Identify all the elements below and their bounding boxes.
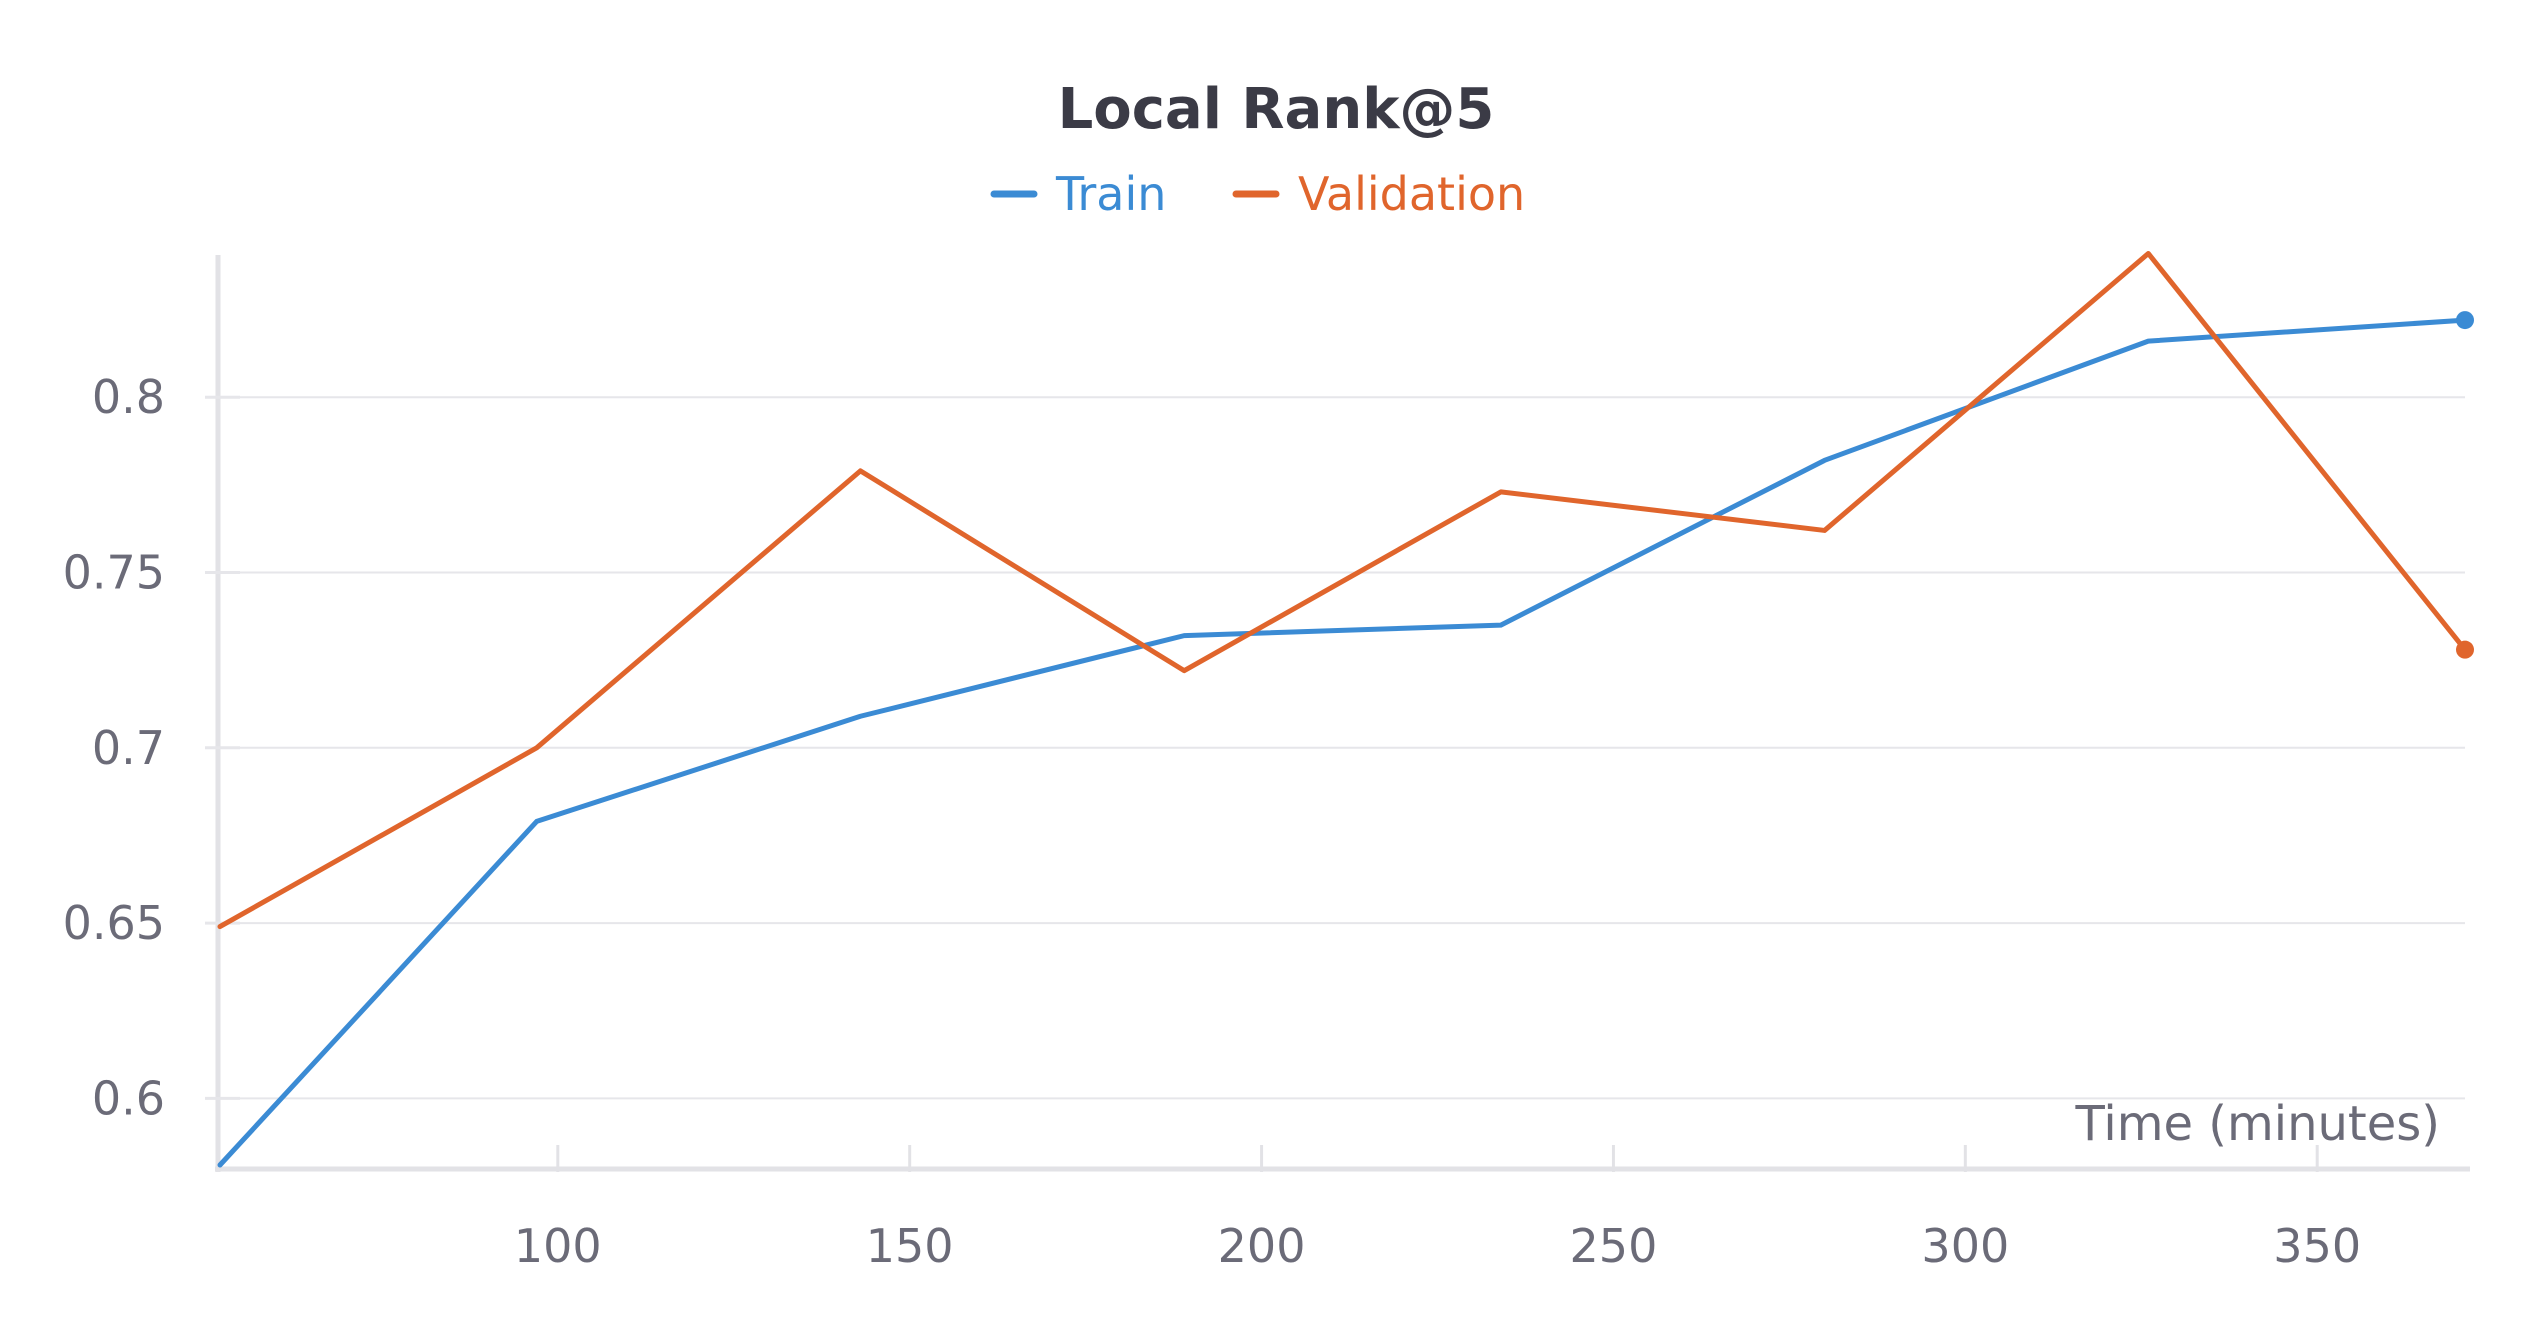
- series-end-point-validation: [2456, 640, 2474, 659]
- chart-title: Local Rank@5: [1058, 77, 1495, 142]
- x-axis-title: Time (minutes): [2075, 1096, 2440, 1152]
- series-line-validation: [217, 250, 2468, 930]
- series-line-train: [217, 317, 2468, 1168]
- x-tick-label: 150: [866, 1219, 954, 1273]
- legend-label-validation: Validation: [1298, 167, 1525, 221]
- legend: Train Validation: [990, 167, 1525, 221]
- x-tick-label: 350: [2273, 1219, 2361, 1273]
- series-end-point-train: [2456, 311, 2474, 330]
- x-tick-label: 250: [1570, 1219, 1658, 1273]
- y-tick-label: 0.7: [92, 721, 165, 775]
- y-tick-label: 0.65: [63, 896, 165, 950]
- y-axis-ticks: 0.6 0.65 0.7 0.75 0.8: [63, 370, 240, 1125]
- legend-label-train: Train: [1055, 167, 1166, 221]
- axes: [215, 255, 2470, 1172]
- y-tick-label: 0.75: [63, 546, 165, 600]
- series-layer: [217, 250, 2474, 1168]
- y-tick-label: 0.6: [92, 1071, 165, 1125]
- x-axis-ticks: 100 150 200 250 300 350: [514, 1145, 2361, 1273]
- x-tick-label: 100: [514, 1219, 602, 1273]
- grid: [220, 396, 2465, 1100]
- x-tick-label: 200: [1218, 1219, 1306, 1273]
- y-tick-label: 0.8: [92, 370, 165, 424]
- x-tick-label: 300: [1921, 1219, 2009, 1273]
